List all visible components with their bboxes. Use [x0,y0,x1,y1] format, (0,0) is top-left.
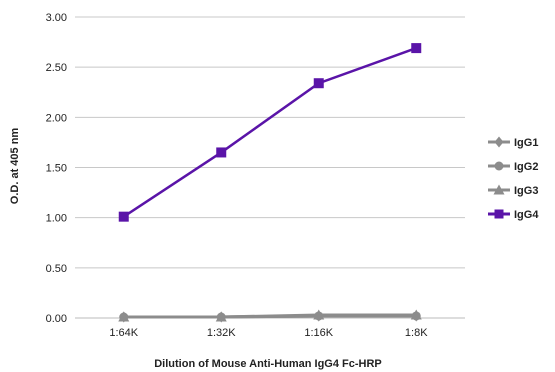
data-point [494,161,504,171]
y-tick-label: 2.50 [46,62,67,74]
series-line [123,46,417,218]
y-tick-label: 0.50 [46,263,67,275]
series-igg3 [118,309,422,322]
x-tick-label: 1:32K [207,327,236,339]
data-point [494,209,504,219]
y-tick-label: 1.50 [46,163,67,175]
data-point [313,309,325,320]
legend-label: IgG4 [514,209,539,221]
x-tick-label: 1:16K [304,327,333,339]
legend-label: IgG3 [514,185,538,197]
data-point [118,211,129,222]
x-axis-title: Dilution of Mouse Anti-Human IgG4 Fc-HRP [154,358,382,370]
data-point [215,311,227,322]
data-point [411,43,422,54]
legend-item-igg3: IgG3 [488,184,538,197]
y-tick-label: 1.00 [46,213,67,225]
series-line [123,313,417,319]
data-point [216,147,227,158]
y-tick-label: 2.00 [46,112,67,124]
legend-label: IgG1 [514,137,538,149]
y-tick-label: 3.00 [46,12,67,24]
legend: IgG1 IgG2 IgG3 IgG4 [488,136,539,221]
legend-item-igg1: IgG1 [488,136,538,149]
y-axis-ticks: 0.00 0.50 1.00 1.50 2.00 2.50 3.00 [46,12,67,325]
legend-item-igg4: IgG4 [488,209,539,221]
x-tick-label: 1:64K [109,327,138,339]
y-axis-title: O.D. at 405 nm [9,128,21,205]
series-igg4 [118,43,422,222]
data-point [118,311,130,322]
x-tick-label: 1:8K [405,327,428,339]
x-axis-ticks: 1:64K 1:32K 1:16K 1:8K [109,327,428,339]
data-point [313,78,324,89]
data-point [410,309,422,320]
data-point [493,184,505,195]
legend-label: IgG2 [514,161,538,173]
y-tick-label: 0.00 [46,313,67,325]
legend-item-igg2: IgG2 [488,161,538,173]
gridlines [75,16,465,319]
data-point [494,136,504,148]
plot-area [118,43,422,323]
